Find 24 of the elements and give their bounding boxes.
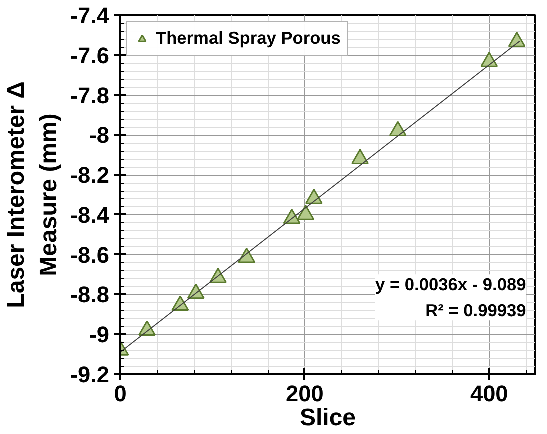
- point: [508, 32, 526, 48]
- y-tick-label: -9.2: [70, 362, 110, 388]
- point: [389, 121, 407, 137]
- point: [352, 149, 370, 164]
- y-tick-label: -8.8: [70, 282, 110, 308]
- point: [238, 248, 256, 264]
- y-tick-label: -8.2: [70, 162, 110, 188]
- annotation: y = 0.0036x - 9.089 R² = 0.99939: [375, 274, 526, 321]
- point: [297, 204, 315, 220]
- y-tick-label: -8.6: [70, 242, 110, 268]
- y-axis-title: Laser Interometer Δ Measure (mm): [3, 82, 62, 308]
- x-tick-label: 0: [114, 380, 127, 406]
- legend-label: Thermal Spray Porous: [156, 28, 341, 49]
- y-tick-label: -7.6: [70, 42, 110, 68]
- x-axis-title: Slice: [300, 404, 356, 432]
- y-tick-label: -7.4: [70, 2, 110, 28]
- x-tick-label: 400: [470, 380, 508, 406]
- y-tick-label: -9: [89, 322, 110, 348]
- y-tick-label: -8.4: [70, 202, 110, 228]
- y-tick-label: -8: [89, 122, 110, 148]
- y-tick-label: -7.8: [70, 82, 110, 108]
- point: [305, 189, 323, 204]
- point: [480, 52, 498, 68]
- x-tick-label: 200: [286, 380, 324, 406]
